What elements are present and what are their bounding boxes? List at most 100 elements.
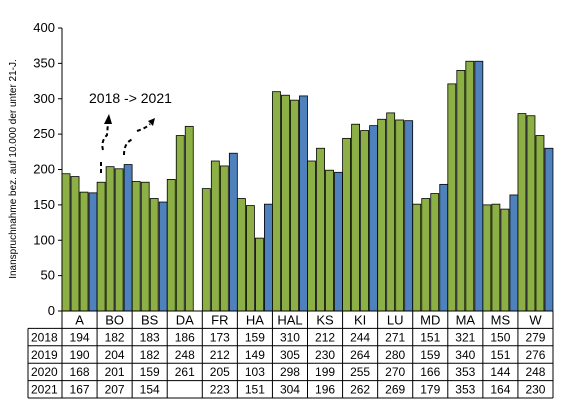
data-label: 154 [140, 383, 160, 397]
data-label: 182 [105, 330, 125, 344]
bar-W-2021 [544, 147, 554, 312]
bar-MA-2021 [474, 60, 484, 312]
category-label: W [529, 313, 542, 328]
series-label: 2020 [31, 365, 58, 379]
y-tick-label: 350 [33, 55, 55, 70]
category-label: FR [211, 313, 228, 328]
data-label: 212 [315, 330, 335, 344]
data-label: 262 [350, 383, 370, 397]
y-tick-label: 400 [33, 20, 55, 35]
bar-A-2021 [88, 192, 98, 312]
category-label: KI [354, 313, 366, 328]
data-label: 248 [175, 348, 195, 362]
y-tick-label: 100 [33, 232, 55, 247]
bar-KS-2021 [334, 171, 343, 312]
series-label: 2019 [31, 348, 58, 362]
bar-HA-2020 [254, 237, 264, 312]
bar-BO-2019 [105, 166, 115, 312]
data-label: 150 [490, 330, 510, 344]
bar-MA-2020 [465, 60, 475, 312]
bar-A-2019 [70, 176, 80, 312]
annotation-text: 2018 -> 2021 [89, 90, 172, 106]
series-label: 2018 [31, 330, 58, 344]
bar-KS-2019 [316, 147, 325, 312]
bar-HA-2018 [236, 198, 246, 312]
bar-FR-2019 [210, 160, 220, 312]
data-label: 196 [315, 383, 335, 397]
data-label: 151 [490, 348, 510, 362]
data-label: 279 [525, 330, 545, 344]
bar-FR-2020 [219, 165, 229, 312]
data-label: 173 [210, 330, 230, 344]
data-label: 183 [140, 330, 160, 344]
data-label: 223 [210, 383, 230, 397]
data-label: 149 [245, 348, 265, 362]
category-label: MD [420, 313, 440, 328]
data-label: 164 [490, 383, 510, 397]
bar-MD-2018 [412, 203, 422, 312]
bar-KI-2021 [369, 125, 379, 312]
bar-W-2018 [517, 113, 527, 312]
data-label: 144 [490, 365, 510, 379]
data-label: 230 [315, 348, 335, 362]
y-tick-label: 250 [33, 126, 55, 141]
annotation-arrowhead-2 [148, 118, 155, 126]
category-label: A [75, 313, 84, 328]
bar-DA-2019 [175, 135, 185, 312]
bar-MA-2018 [447, 83, 457, 312]
data-label: 305 [280, 348, 300, 362]
bar-BO-2018 [96, 181, 106, 312]
data-label: 159 [245, 330, 265, 344]
bar-HAL-2021 [299, 95, 308, 312]
data-label: 151 [420, 330, 440, 344]
data-label: 280 [385, 348, 405, 362]
series-label: 2021 [31, 383, 58, 397]
bar-HA-2021 [263, 203, 273, 312]
data-label: 244 [350, 330, 370, 344]
bar-MD-2021 [439, 183, 449, 312]
data-label: 207 [105, 383, 125, 397]
bar-BS-2021 [158, 201, 168, 312]
bar-BS-2020 [149, 198, 159, 312]
bar-KI-2020 [360, 130, 370, 312]
data-label: 230 [525, 383, 545, 397]
bar-HAL-2019 [281, 94, 290, 312]
data-label: 166 [420, 365, 440, 379]
bar-MS-2018 [482, 204, 492, 312]
bar-BO-2021 [123, 164, 133, 312]
data-label: 179 [420, 383, 440, 397]
data-label: 103 [245, 365, 265, 379]
category-label: BO [105, 313, 124, 328]
bar-LU-2021 [404, 120, 414, 312]
bar-HAL-2018 [272, 91, 281, 312]
bar-MA-2019 [456, 70, 466, 312]
bar-HAL-2020 [290, 99, 299, 312]
data-label: 270 [385, 365, 405, 379]
category-label: MA [456, 313, 476, 328]
bar-BS-2018 [131, 181, 141, 312]
bar-W-2019 [526, 115, 536, 312]
bar-KS-2020 [325, 169, 334, 312]
data-label: 321 [455, 330, 475, 344]
data-label: 204 [105, 348, 125, 362]
data-label: 159 [140, 365, 160, 379]
category-label: BS [141, 313, 159, 328]
y-tick-label: 300 [33, 91, 55, 106]
bar-MS-2019 [491, 203, 501, 312]
y-tick-label: 0 [48, 303, 55, 318]
data-label: 264 [350, 348, 370, 362]
bar-MS-2020 [500, 208, 510, 312]
y-tick-label: 150 [33, 197, 55, 212]
annotation-arrow-1 [100, 122, 109, 173]
bar-KI-2019 [351, 123, 361, 312]
data-table: A BO BS DA FR HA HAL KS KI LU MD MA MS W 2018 194 182 183… [27, 310, 554, 399]
category-label: DA [176, 313, 194, 328]
category-label: MS [491, 313, 511, 328]
bar-DA-2020 [184, 125, 194, 312]
data-label: 298 [280, 365, 300, 379]
annotation-arrow-2 [123, 123, 151, 156]
bar-A-2018 [61, 173, 71, 312]
annotation: 2018 -> 2021 [89, 90, 172, 173]
bar-W-2020 [535, 135, 545, 312]
data-label: 269 [385, 383, 405, 397]
